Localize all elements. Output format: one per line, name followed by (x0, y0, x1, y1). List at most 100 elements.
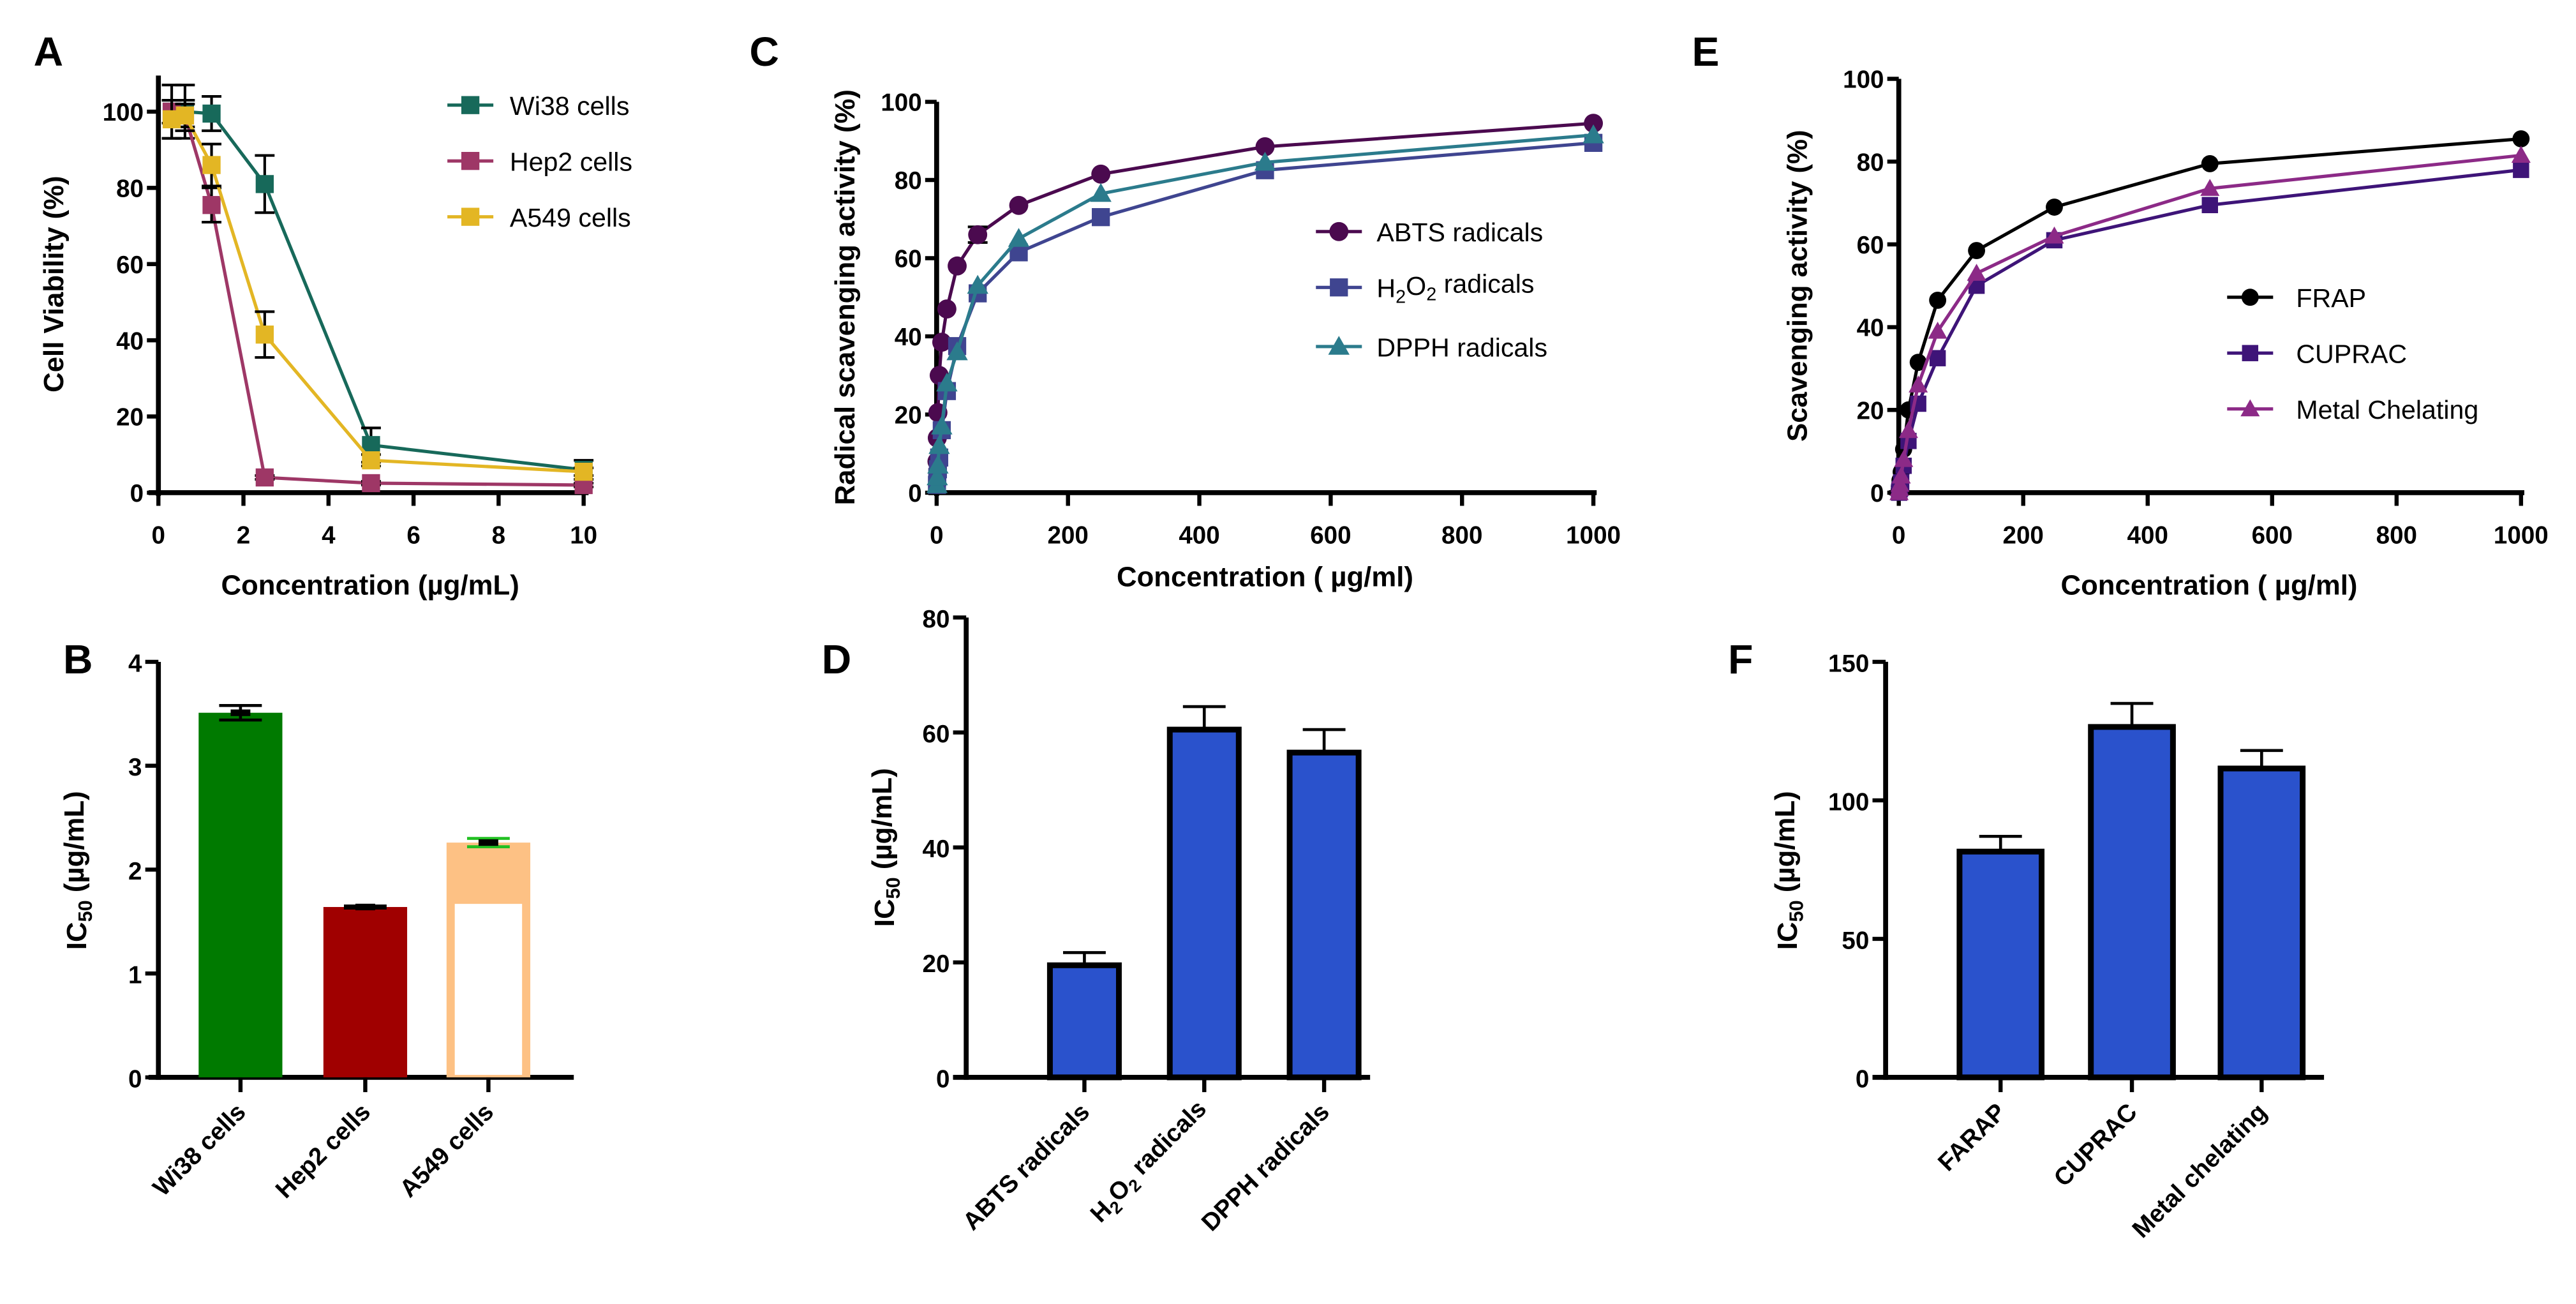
y-tick-label: 80 (895, 167, 922, 195)
legend-item: ABTS radicals (1316, 218, 1543, 247)
y-tick-label: 60 (1857, 232, 1884, 259)
series-a549-cells (161, 99, 594, 481)
triangle-marker (1909, 375, 1928, 393)
y-tick-label: 20 (895, 402, 922, 430)
y-tick-label: 60 (923, 721, 950, 748)
x-tick-label: 800 (2376, 522, 2417, 550)
triangle-marker (1090, 183, 1112, 202)
x-axis-title: Concentration ( µg/ml) (1117, 562, 1413, 593)
error-bar (1979, 835, 2022, 852)
y-axis-title: Radical scavenging activity (%) (830, 89, 861, 505)
bar-group (446, 837, 531, 1077)
legend-label: DPPH radicals (1376, 333, 1547, 362)
y-tick-label: 40 (1857, 315, 1884, 342)
series-line (935, 141, 1594, 485)
y-axis-title: IC50 (µg/mL) (59, 791, 96, 950)
x-tick-label: A549 cells (394, 1098, 499, 1203)
triangle-marker (967, 274, 988, 294)
square-marker (461, 152, 480, 170)
legend-item: A549 cells (447, 203, 631, 232)
square-marker (2513, 161, 2529, 178)
triangle-marker (1894, 449, 1914, 467)
square-marker (2201, 197, 2219, 214)
legend-label: ABTS radicals (1376, 218, 1543, 247)
square-marker (202, 156, 221, 174)
legend-item: H2O2 radicals (1316, 269, 1534, 307)
bar (2088, 724, 2176, 1081)
circle-marker (968, 225, 988, 244)
x-tick-label: 0 (930, 522, 943, 550)
x-axis-title: Concentration ( µg/ml) (2060, 569, 2357, 601)
legend-label: Hep2 cells (510, 147, 632, 177)
bar (198, 712, 283, 1077)
x-tick-label: 200 (2003, 522, 2044, 550)
bar-group (2217, 749, 2306, 1081)
triangle-marker (1254, 151, 1276, 171)
y-axis-title: IC50 (µg/mL) (1769, 791, 1807, 950)
bar-group (1956, 835, 2045, 1081)
legend-label: Metal Chelating (2296, 395, 2478, 424)
triangle-marker (927, 454, 949, 474)
triangle-marker (931, 416, 953, 435)
circle-marker (948, 256, 967, 276)
y-tick-label: 50 (1842, 927, 1869, 954)
circle-marker (932, 333, 951, 352)
circle-marker (2201, 154, 2219, 172)
square-marker (202, 196, 221, 214)
triangle-marker (2511, 146, 2531, 163)
y-tick-label: 0 (130, 480, 144, 507)
x-tick-label: 1000 (1566, 522, 1621, 550)
mean-mark (230, 709, 251, 716)
square-marker (362, 451, 380, 470)
triangle-marker (1898, 421, 1918, 438)
y-tick-label: 20 (116, 404, 144, 431)
y-tick-label: 4 (128, 650, 142, 677)
square-marker (1929, 350, 1946, 366)
y-axis-title: Cell Viability (%) (38, 176, 70, 392)
y-tick-label: 80 (1857, 149, 1884, 176)
square-marker (362, 474, 380, 493)
y-tick-label: 20 (1857, 397, 1884, 424)
legend-item: DPPH radicals (1316, 333, 1547, 362)
y-tick-label: 40 (116, 327, 144, 355)
x-tick-label: 4 (322, 522, 336, 550)
triangle-marker (1891, 466, 1911, 484)
mean-mark (355, 903, 375, 911)
y-tick-label: 100 (1828, 788, 1869, 816)
triangle-marker (927, 466, 948, 486)
square-marker (1092, 208, 1110, 227)
panel-label: A (34, 29, 63, 75)
x-tick-label: ABTS radicals (958, 1098, 1095, 1235)
legend-item: CUPRAC (2227, 340, 2407, 369)
legend-item: Wi38 cells (447, 91, 629, 121)
bar (323, 907, 408, 1077)
bar (1286, 749, 1362, 1081)
bar-group (1046, 951, 1122, 1081)
circle-marker (2241, 289, 2259, 306)
circle-marker (937, 299, 957, 319)
series-line (935, 133, 1594, 485)
y-tick-label: 0 (936, 1065, 949, 1093)
error-bar (2240, 749, 2283, 769)
circle-marker (1009, 195, 1029, 215)
x-tick-label: CUPRAC (2049, 1098, 2143, 1192)
triangle-marker (928, 435, 950, 454)
legend-label: FRAP (2296, 283, 2366, 313)
square-marker (202, 104, 221, 123)
bar-group (198, 703, 283, 1077)
square-marker (255, 175, 274, 193)
y-tick-label: 2 (128, 858, 142, 885)
error-bar (1182, 705, 1226, 730)
x-tick-label: 800 (1441, 522, 1482, 550)
error-bar (2110, 701, 2154, 727)
x-tick-label: 10 (570, 522, 597, 550)
square-marker (461, 96, 480, 114)
triangle-marker (2240, 399, 2260, 417)
legend-label: CUPRAC (2296, 340, 2407, 369)
x-tick-label: 600 (1310, 522, 1351, 550)
panel-label: B (63, 636, 93, 682)
legend-item: FRAP (2227, 283, 2366, 313)
